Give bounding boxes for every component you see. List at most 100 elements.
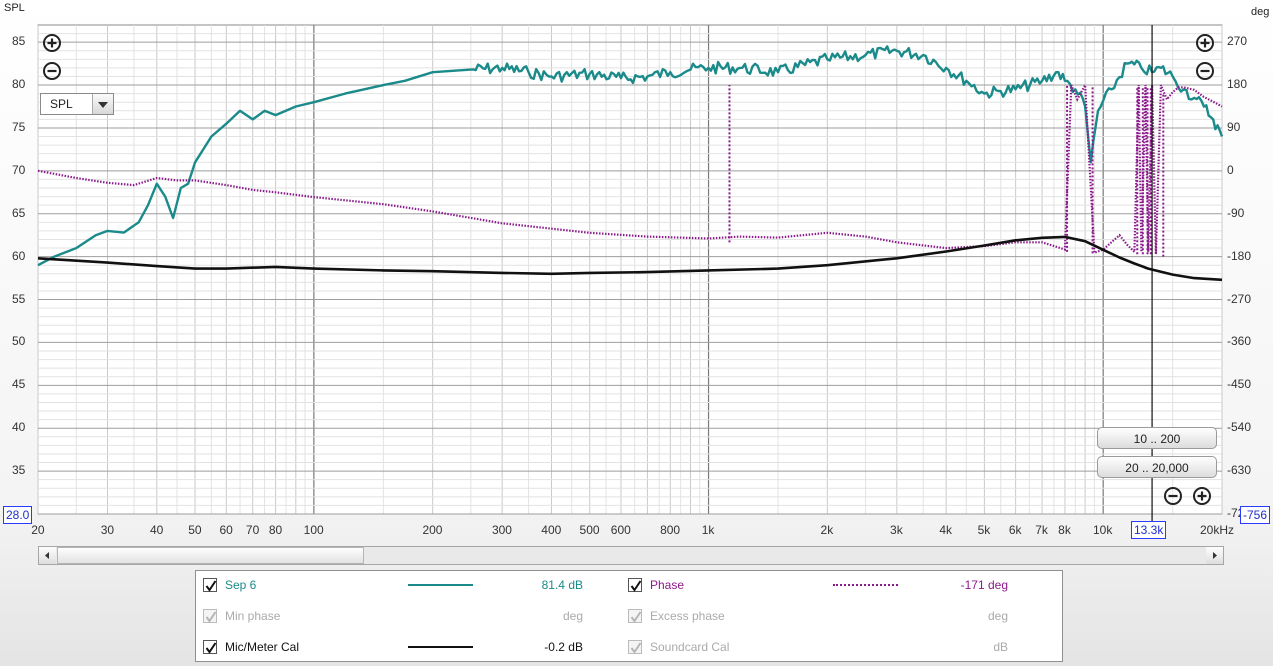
left-axis-tick-label: 80	[12, 77, 26, 92]
legend-line-sample	[408, 584, 473, 586]
legend-value: dB	[993, 640, 1008, 654]
legend-label: Mic/Meter Cal	[225, 640, 300, 654]
zoom-out-icon[interactable]	[42, 61, 62, 81]
x-axis-tick-label: 800	[660, 523, 681, 537]
legend-row-sep-6: Sep 6 81.4 dB	[203, 574, 583, 596]
legend-value: deg	[987, 609, 1008, 623]
right-axis-tick-label: 270	[1227, 34, 1248, 49]
left-axis-tick-label: 60	[12, 248, 26, 263]
left-axis-tick-label: 50	[12, 334, 26, 349]
x-axis-tick-label: 4k	[939, 523, 953, 537]
x-axis-tick-label: 8k	[1058, 523, 1071, 537]
left-axis-tick-label: 75	[12, 119, 26, 134]
legend-value: deg	[562, 609, 583, 623]
right-axis-tick-label: -180	[1227, 248, 1252, 263]
legend-checkbox[interactable]	[628, 578, 642, 592]
right-zoom-out-icon[interactable]	[1195, 61, 1215, 81]
x-axis-tick-label: 200	[422, 523, 443, 537]
right-axis-tick-label: -450	[1227, 377, 1252, 392]
spl-phase-chart[interactable]	[0, 0, 1273, 545]
chevron-down-icon[interactable]	[92, 94, 113, 114]
legend-label: Sep 6	[225, 578, 257, 592]
cursor-frequency-value: 13.3k	[1131, 521, 1167, 539]
graph-type-value: SPL	[50, 97, 73, 111]
right-axis-tick-label: 180	[1227, 77, 1248, 92]
x-axis-tick-label: 20kHz	[1200, 523, 1235, 537]
right-axis-tick-label: -360	[1227, 334, 1252, 349]
x-axis-tick-label: 10k	[1092, 523, 1113, 537]
right-axis-tick-label: -270	[1227, 291, 1252, 306]
legend-line-sample	[408, 646, 473, 648]
checkmark-icon	[630, 611, 642, 623]
x-axis-tick-label: 60	[219, 523, 233, 537]
x-axis-tick-label: 80	[268, 523, 283, 537]
checkmark-icon	[205, 611, 217, 623]
left-axis-tick-label: 35	[12, 463, 26, 478]
x-axis-tick-label: 50	[188, 523, 202, 537]
scroll-right-button[interactable]	[1206, 547, 1223, 564]
legend-panel: Sep 6 81.4 dB Phase -171 deg Min phase deg Exc…	[195, 570, 1063, 662]
checkmark-icon	[205, 642, 217, 654]
mic-cal-trace	[37, 235, 1223, 282]
x-axis-tick-label: 300	[491, 523, 512, 537]
legend-value: -171 deg	[960, 578, 1008, 592]
x-zoom-out-icon[interactable]	[1163, 486, 1183, 506]
right-axis-min-value[interactable]: -756	[1240, 506, 1271, 524]
legend-line-sample	[833, 584, 898, 586]
scroll-thumb[interactable]	[57, 547, 364, 564]
legend-label: Min phase	[225, 609, 281, 623]
checkmark-icon	[630, 580, 642, 592]
x-axis-tick-label: 1k	[701, 523, 715, 537]
x-axis-tick-label: 2k	[820, 523, 834, 537]
x-axis-tick-label: 500	[579, 523, 600, 537]
scroll-left-button[interactable]	[39, 547, 56, 564]
legend-checkbox	[628, 609, 642, 623]
legend-checkbox	[203, 609, 217, 623]
zoom-range-20-20000-button[interactable]: 20 .. 20,000	[1097, 456, 1217, 478]
x-axis-tick-label: 20	[31, 523, 45, 537]
x-zoom-in-icon[interactable]	[1192, 486, 1212, 506]
x-axis-tick-label: 100	[303, 523, 324, 537]
left-axis-min-value[interactable]: 28.0	[3, 506, 33, 524]
x-axis-tick-label: 5k	[977, 523, 991, 537]
zoom-range-10-200-button[interactable]: 10 .. 200	[1097, 427, 1217, 449]
legend-label: Excess phase	[650, 609, 725, 623]
arrow-right-icon	[1213, 552, 1217, 559]
right-axis-title: deg	[1251, 6, 1270, 18]
legend-row-soundcard-cal: Soundcard Cal dB	[628, 636, 1008, 658]
x-axis-tick-label: 30	[100, 523, 115, 537]
legend-row-excess-phase: Excess phase deg	[628, 605, 1008, 627]
x-axis-tick-label: 600	[610, 523, 631, 537]
left-axis-tick-label: 65	[12, 205, 26, 220]
right-axis-tick-label: -630	[1227, 463, 1252, 478]
left-axis-tick-label: 55	[12, 291, 26, 306]
zoom-in-icon[interactable]	[42, 33, 62, 53]
legend-checkbox[interactable]	[203, 640, 217, 654]
legend-row-mic-meter-cal: Mic/Meter Cal -0.2 dB	[203, 636, 583, 658]
left-axis-tick-label: 45	[12, 377, 26, 392]
arrow-left-icon	[45, 552, 49, 559]
legend-value: -0.2 dB	[544, 640, 583, 654]
legend-checkbox	[628, 640, 642, 654]
x-axis-tick-label: 40	[150, 523, 164, 537]
spl-trace	[37, 45, 1224, 267]
horizontal-scrollbar[interactable]	[38, 546, 1224, 565]
x-axis-tick-label: 6k	[1008, 523, 1022, 537]
left-axis-tick-label: 85	[12, 34, 26, 49]
legend-checkbox[interactable]	[203, 578, 217, 592]
legend-value: 81.4 dB	[541, 578, 583, 592]
x-axis-tick-label: 7k	[1035, 523, 1048, 537]
right-axis-tick-label: 0	[1227, 162, 1234, 177]
right-axis-tick-label: -90	[1227, 205, 1245, 220]
x-axis-tick-label: 3k	[890, 523, 903, 537]
graph-type-select[interactable]: SPL	[40, 93, 114, 115]
left-axis-title: SPL	[4, 2, 25, 14]
left-axis-tick-label: 70	[12, 162, 26, 177]
right-zoom-in-icon[interactable]	[1195, 33, 1215, 53]
legend-row-phase: Phase -171 deg	[628, 574, 1008, 596]
right-axis-tick-label: -540	[1227, 420, 1252, 435]
x-axis-tick-label: 70	[245, 523, 260, 537]
left-axis-tick-label: 40	[12, 420, 26, 435]
checkmark-icon	[205, 580, 217, 592]
x-axis-tick-label: 400	[541, 523, 562, 537]
